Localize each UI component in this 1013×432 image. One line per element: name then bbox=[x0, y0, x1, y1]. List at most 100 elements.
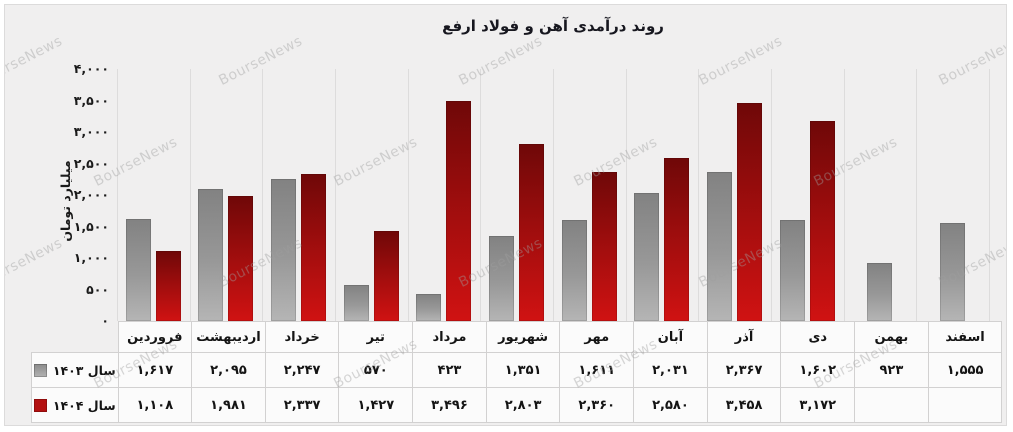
y-tick-label: ۴,۰۰۰ bbox=[73, 61, 109, 76]
bar-red-month-3 bbox=[301, 174, 327, 321]
bar-group-11 bbox=[844, 263, 917, 321]
value-cell-red-month-6: ۲,۸۰۳ bbox=[485, 387, 561, 423]
bar-gray-month-10 bbox=[779, 220, 805, 321]
bar-group-12 bbox=[916, 223, 989, 321]
vertical-gridline bbox=[989, 69, 990, 321]
value-cell-red-month-3: ۲,۳۳۷ bbox=[264, 387, 340, 423]
bar-red-month-6 bbox=[519, 144, 545, 321]
value-cell-red-month-7: ۲,۳۶۰ bbox=[559, 387, 635, 423]
plot-area bbox=[117, 69, 990, 321]
bar-gray-month-8 bbox=[634, 193, 660, 321]
y-tick-label: ۵۰۰ bbox=[86, 281, 109, 297]
month-header-5: مرداد bbox=[412, 321, 487, 353]
month-header-2: اردیبهشت bbox=[191, 321, 266, 353]
bar-gray-month-12 bbox=[940, 223, 966, 321]
value-cell-red-month-9: ۳,۴۵۸ bbox=[706, 387, 782, 423]
month-header-9: آذر bbox=[706, 321, 782, 353]
bar-group-2 bbox=[190, 189, 263, 321]
y-tick-label: ۱,۵۰۰ bbox=[73, 218, 109, 234]
bar-red-month-7 bbox=[591, 172, 617, 321]
y-tick-label: ۱,۰۰۰ bbox=[73, 250, 109, 265]
vertical-gridline bbox=[916, 69, 917, 321]
month-header-12: اسفند bbox=[927, 321, 1003, 353]
bar-gray-month-9 bbox=[707, 172, 733, 321]
month-header-7: مهر bbox=[559, 321, 635, 353]
month-header-6: شهریور bbox=[485, 321, 561, 353]
value-cell-gray-month-4: ۵۷۰ bbox=[338, 352, 414, 388]
value-cell-red-month-5: ۳,۴۹۶ bbox=[412, 387, 487, 423]
bar-group-5 bbox=[408, 101, 481, 321]
bar-red-month-8 bbox=[664, 158, 690, 321]
value-cell-red-month-4: ۱,۴۲۷ bbox=[338, 387, 414, 423]
vertical-gridline bbox=[117, 69, 118, 321]
month-header-8: آبان bbox=[633, 321, 708, 353]
value-cell-gray-month-8: ۲,۰۳۱ bbox=[633, 352, 708, 388]
bar-red-month-5 bbox=[446, 101, 472, 321]
bar-red-month-1 bbox=[155, 251, 181, 321]
value-cell-gray-month-3: ۲,۲۴۷ bbox=[264, 352, 340, 388]
value-cell-red-month-12 bbox=[927, 387, 1003, 423]
bar-gray-month-4 bbox=[343, 285, 369, 321]
bar-group-3 bbox=[262, 174, 335, 321]
value-cell-red-month-2: ۱,۹۸۱ bbox=[191, 387, 266, 423]
bar-group-1 bbox=[117, 219, 190, 321]
bar-group-7 bbox=[553, 172, 626, 321]
bar-gray-month-3 bbox=[271, 179, 297, 321]
bar-gray-month-7 bbox=[561, 220, 587, 321]
table-row-red: سال ۱۴۰۴ ۱,۱۰۸ ۱,۹۸۱ ۲,۳۳۷ ۱,۴۲۷ ۳,۴۹۶ ۲,۸۰۳ ۲,… bbox=[31, 387, 1003, 423]
vertical-gridline bbox=[335, 69, 336, 321]
bar-red-month-4 bbox=[373, 231, 399, 321]
bar-group-4 bbox=[335, 231, 408, 321]
month-header-11: بهمن bbox=[854, 321, 929, 353]
bar-red-month-9 bbox=[737, 103, 763, 321]
bar-group-10 bbox=[771, 121, 844, 321]
chart-title: روند درآمدی آهن و فولاد ارفع bbox=[442, 17, 664, 35]
bar-gray-month-1 bbox=[125, 219, 151, 321]
month-header-10: دی bbox=[780, 321, 856, 353]
bar-group-6 bbox=[480, 144, 553, 321]
vertical-gridline bbox=[771, 69, 772, 321]
legend-label-gray: سال ۱۴۰۳ bbox=[52, 362, 116, 378]
month-header-1: فروردین bbox=[117, 321, 193, 353]
value-cell-gray-month-12: ۱,۵۵۵ bbox=[927, 352, 1003, 388]
legend-cell-gray: سال ۱۴۰۳ bbox=[31, 352, 119, 388]
bar-red-month-10 bbox=[809, 121, 835, 321]
value-cell-gray-month-10: ۱,۶۰۲ bbox=[780, 352, 856, 388]
value-cell-gray-month-1: ۱,۶۱۷ bbox=[117, 352, 193, 388]
month-header-4: تیر bbox=[338, 321, 414, 353]
y-tick-label: ۳,۵۰۰ bbox=[73, 92, 109, 108]
bar-gray-month-5 bbox=[416, 294, 442, 321]
legend-swatch-gray-icon bbox=[33, 363, 47, 377]
vertical-gridline bbox=[262, 69, 263, 321]
y-tick-label: ۳,۰۰۰ bbox=[73, 124, 109, 139]
bar-group-8 bbox=[626, 158, 699, 321]
data-table: فروردین اردیبهشت خرداد تیر مرداد شهریور مهر آبا… bbox=[31, 321, 1003, 423]
value-cell-red-month-10: ۳,۱۷۲ bbox=[780, 387, 856, 423]
value-cell-gray-month-7: ۱,۶۱۱ bbox=[559, 352, 635, 388]
value-cell-gray-month-2: ۲,۰۹۵ bbox=[191, 352, 266, 388]
y-tick-label: ۰ bbox=[101, 313, 109, 328]
value-cell-gray-month-6: ۱,۳۵۱ bbox=[485, 352, 561, 388]
value-cell-gray-month-5: ۴۲۳ bbox=[412, 352, 487, 388]
table-corner-empty bbox=[32, 322, 119, 353]
value-cell-red-month-8: ۲,۵۸۰ bbox=[633, 387, 708, 423]
legend-swatch-red-icon bbox=[33, 398, 47, 412]
vertical-gridline bbox=[698, 69, 699, 321]
chart-frame: روند درآمدی آهن و فولاد ارفع میلیارد توم… bbox=[4, 4, 1007, 426]
vertical-gridline bbox=[190, 69, 191, 321]
bar-gray-month-6 bbox=[489, 236, 515, 321]
value-cell-red-month-11 bbox=[854, 387, 929, 423]
bar-gray-month-2 bbox=[198, 189, 224, 321]
y-tick-label: ۲,۵۰۰ bbox=[73, 155, 109, 171]
value-cell-gray-month-9: ۲,۳۶۷ bbox=[706, 352, 782, 388]
month-header-3: خرداد bbox=[264, 321, 340, 353]
legend-label-red: سال ۱۴۰۴ bbox=[52, 397, 116, 413]
vertical-gridline bbox=[408, 69, 409, 321]
vertical-gridline bbox=[626, 69, 627, 321]
bar-gray-month-11 bbox=[867, 263, 893, 321]
vertical-gridline bbox=[553, 69, 554, 321]
value-cell-gray-month-11: ۹۲۳ bbox=[854, 352, 929, 388]
table-row-gray: سال ۱۴۰۳ ۱,۶۱۷ ۲,۰۹۵ ۲,۲۴۷ ۵۷۰ ۴۲۳ ۱,۳۵۱ ۱,۶۱۱ ۲… bbox=[31, 352, 1003, 388]
legend-cell-red: سال ۱۴۰۴ bbox=[31, 387, 119, 423]
